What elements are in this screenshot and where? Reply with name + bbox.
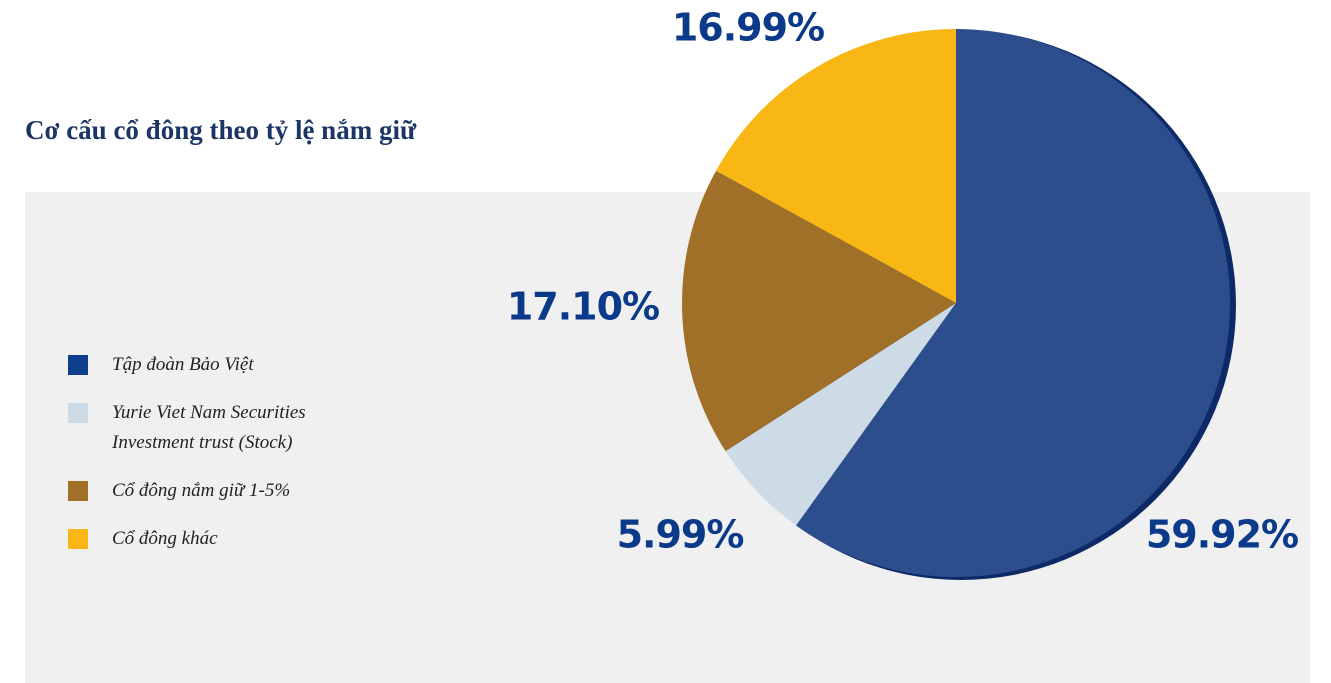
- data-label: 16.99%: [672, 6, 824, 50]
- data-label: 59.92%: [1146, 513, 1298, 557]
- legend-label: Tập đoàn Bảo Việt: [112, 354, 254, 375]
- pie-slice: [715, 29, 956, 303]
- legend-item: Cổ đông nắm giữ 1-5%: [68, 476, 398, 506]
- legend: Tập đoàn Bảo Việt Yurie Viet Nam Securiti…: [68, 350, 398, 572]
- legend-swatch: [68, 529, 88, 549]
- pie-slice: [682, 170, 956, 452]
- legend-item: Cổ đông khác: [68, 524, 398, 554]
- legend-label: Cổ đông khác: [112, 528, 218, 549]
- data-label: 5.99%: [617, 513, 744, 557]
- legend-swatch: [68, 403, 88, 423]
- legend-item: Tập đoàn Bảo Việt: [68, 350, 398, 380]
- legend-label: Cổ đông nắm giữ 1-5%: [112, 480, 291, 501]
- data-label: 17.10%: [507, 285, 659, 329]
- legend-swatch: [68, 481, 88, 501]
- legend-label: Yurie Viet Nam Securities Investment tru…: [112, 402, 306, 453]
- legend-swatch: [68, 355, 88, 375]
- pie-slice: [725, 303, 956, 526]
- legend-item: Yurie Viet Nam Securities Investment tru…: [68, 398, 398, 458]
- pie-slice: [796, 29, 1231, 578]
- chart-title: Cơ cấu cổ đông theo tỷ lệ nắm giữ: [25, 115, 417, 145]
